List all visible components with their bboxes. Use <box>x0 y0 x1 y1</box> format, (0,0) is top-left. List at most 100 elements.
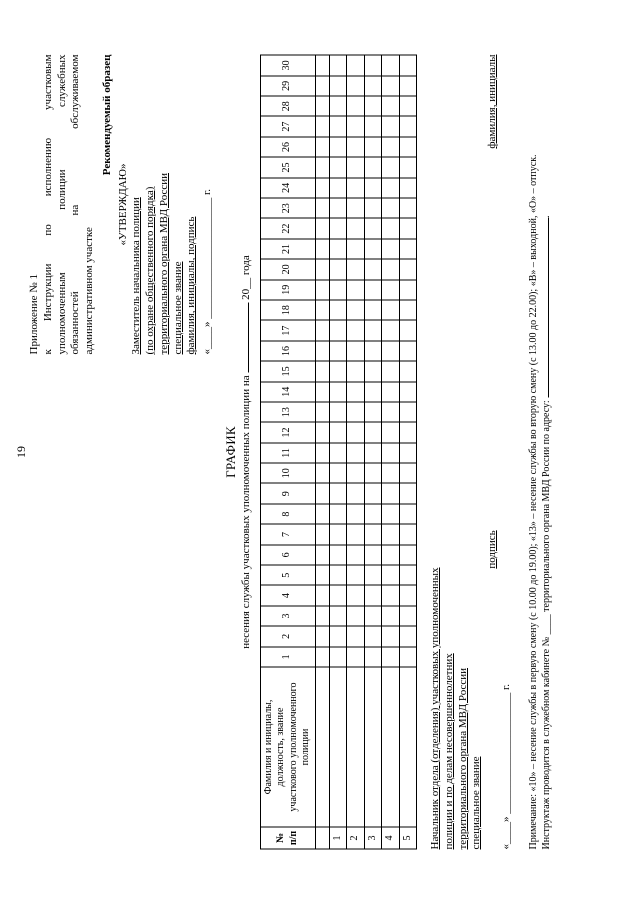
cell <box>399 667 417 827</box>
cell <box>399 361 417 381</box>
cell <box>399 76 417 96</box>
cell <box>315 96 329 116</box>
cell <box>364 320 382 340</box>
cell <box>399 545 417 565</box>
cell <box>329 259 347 279</box>
cell <box>315 218 329 238</box>
cell <box>399 483 417 503</box>
col-day-1: 1 <box>260 647 315 667</box>
cell <box>364 116 382 136</box>
cell <box>329 218 347 238</box>
cell <box>382 524 400 544</box>
t: несения службы участковых уполномоченных… <box>240 375 252 648</box>
col-index: № п/п <box>260 827 315 849</box>
cell <box>315 137 329 157</box>
t: должность, звание <box>275 708 286 787</box>
cell <box>364 96 382 116</box>
cell <box>315 382 329 402</box>
cell <box>382 320 400 340</box>
cell <box>364 361 382 381</box>
cell <box>347 280 365 300</box>
cell <box>315 565 329 585</box>
cell <box>382 157 400 177</box>
cell <box>347 483 365 503</box>
cell <box>382 483 400 503</box>
cell <box>329 626 347 646</box>
cell <box>315 585 329 605</box>
col-day-21: 21 <box>260 239 315 259</box>
col-day-25: 25 <box>260 157 315 177</box>
cell <box>329 382 347 402</box>
cell <box>347 504 365 524</box>
t: на <box>69 205 81 216</box>
cell <box>315 483 329 503</box>
cell <box>347 647 365 667</box>
cell <box>347 96 365 116</box>
cell <box>382 667 400 827</box>
cell <box>315 55 329 76</box>
cell <box>315 422 329 442</box>
cell <box>347 157 365 177</box>
approve-stamp: «УТВЕРЖДАЮ» <box>117 55 131 355</box>
row-index: 5 <box>399 827 417 849</box>
approve-l5: фамилия, инициалы, подпись <box>185 55 199 355</box>
cell <box>364 198 382 218</box>
cell <box>364 606 382 626</box>
cell <box>399 463 417 483</box>
table-body: 12345 <box>315 55 417 849</box>
cell <box>315 198 329 218</box>
cell <box>329 361 347 381</box>
cell <box>364 76 382 96</box>
cell <box>315 524 329 544</box>
t: № <box>275 833 286 843</box>
cell <box>347 259 365 279</box>
cell <box>382 545 400 565</box>
cell <box>329 116 347 136</box>
cell <box>399 96 417 116</box>
table-row: 2 <box>347 55 365 849</box>
col-day-11: 11 <box>260 443 315 463</box>
cell <box>329 443 347 463</box>
header-line-2: к Инструкции по исполнению участковым <box>42 55 56 355</box>
cell <box>329 157 347 177</box>
cell <box>399 280 417 300</box>
cell <box>364 157 382 177</box>
cell <box>364 443 382 463</box>
col-day-4: 4 <box>260 585 315 605</box>
cell <box>382 443 400 463</box>
col-day-8: 8 <box>260 504 315 524</box>
footer-l3: территориального органа МВД России <box>457 55 471 850</box>
t: служебных <box>56 54 68 106</box>
cell <box>382 300 400 320</box>
cell <box>364 178 382 198</box>
cell <box>347 443 365 463</box>
cell <box>347 463 365 483</box>
cell <box>364 422 382 442</box>
footer-l1: Начальник отдела (отделения) участковых … <box>429 55 443 850</box>
header-line-3: обязанностей на обслуживаемом <box>69 55 83 355</box>
cell <box>399 606 417 626</box>
cell <box>329 585 347 605</box>
col-day-29: 29 <box>260 76 315 96</box>
cell <box>364 280 382 300</box>
col-day-19: 19 <box>260 280 315 300</box>
recommended-sample-label: Рекомендуемый образец <box>101 55 115 355</box>
cell <box>329 137 347 157</box>
approve-l1: Заместитель начальника полиции <box>130 55 144 355</box>
cell <box>347 545 365 565</box>
cell <box>382 96 400 116</box>
col-day-30: 30 <box>260 55 315 76</box>
cell <box>315 545 329 565</box>
cell <box>399 585 417 605</box>
footer-date: «____» ______________________ г. <box>500 55 514 850</box>
cell <box>364 137 382 157</box>
cell <box>315 300 329 320</box>
cell <box>347 382 365 402</box>
cell <box>329 545 347 565</box>
cell <box>399 422 417 442</box>
col-day-12: 12 <box>260 422 315 442</box>
cell <box>329 422 347 442</box>
cell <box>315 116 329 136</box>
cell <box>382 341 400 361</box>
cell <box>329 239 347 259</box>
